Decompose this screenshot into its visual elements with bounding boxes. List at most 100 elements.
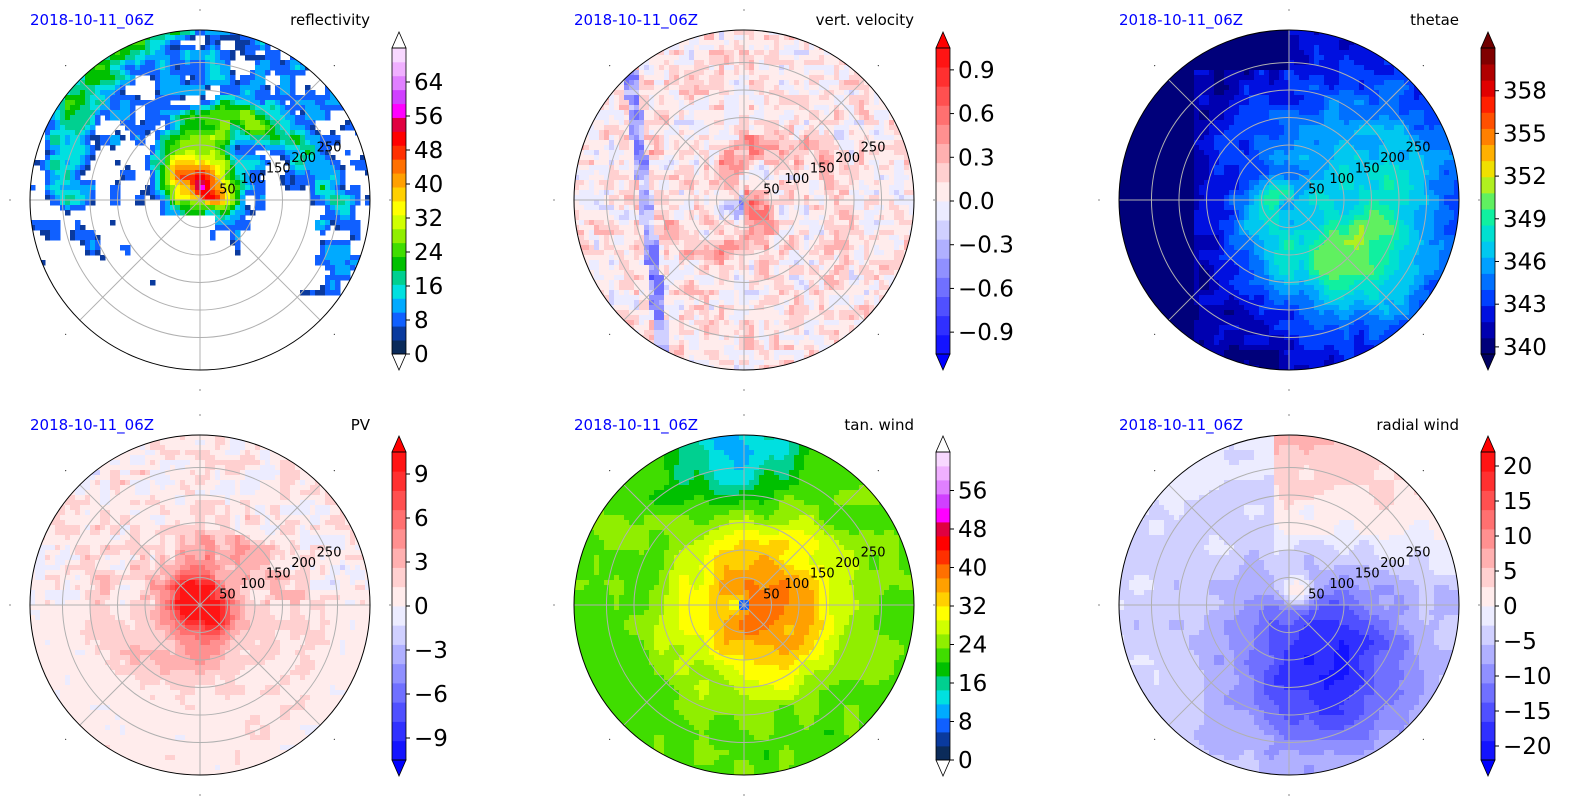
field-cell	[170, 210, 176, 216]
field-cell	[859, 265, 865, 271]
field-cell	[160, 135, 166, 141]
field-cell	[864, 215, 870, 221]
field-cell	[290, 175, 296, 181]
field-cell	[844, 75, 850, 81]
field-cell	[70, 200, 76, 206]
field-cell	[220, 75, 226, 81]
field-cell	[45, 220, 51, 226]
field-cell	[729, 75, 735, 81]
field-cell	[325, 255, 331, 261]
field-cell	[874, 220, 880, 226]
field-cell	[814, 45, 820, 51]
field-cell	[260, 60, 266, 66]
field-cell	[729, 135, 735, 141]
field-cell	[734, 80, 740, 86]
field-cell	[724, 255, 730, 261]
field-cell	[714, 35, 720, 41]
field-cell	[834, 220, 840, 226]
field-cell	[300, 170, 306, 176]
field-cell	[794, 260, 800, 266]
field-cell	[275, 140, 281, 146]
field-cell	[115, 105, 121, 111]
field-cell	[644, 150, 650, 156]
field-cell	[65, 200, 71, 206]
field-cell	[290, 75, 296, 81]
field-cell	[644, 165, 650, 171]
field-cell	[684, 210, 690, 216]
field-cell	[809, 100, 815, 106]
field-cell	[704, 130, 710, 136]
field-cell	[594, 230, 600, 236]
field-cell	[694, 250, 700, 256]
field-cell	[819, 165, 825, 171]
field-cell	[295, 170, 301, 176]
field-cell	[734, 145, 740, 151]
field-cell	[275, 105, 281, 111]
field-cell	[864, 275, 870, 281]
field-cell	[849, 270, 855, 276]
field-cell	[70, 120, 76, 126]
field-cell	[125, 115, 131, 121]
field-cell	[684, 285, 690, 291]
field-cell	[774, 200, 780, 206]
field-cell	[335, 265, 341, 271]
field-cell	[235, 130, 241, 136]
field-cell	[220, 225, 226, 231]
field-cell	[669, 195, 675, 201]
field-cell	[235, 165, 241, 171]
field-cell	[145, 40, 151, 46]
field-cell	[694, 40, 700, 46]
field-cell	[579, 195, 585, 201]
field-cell	[200, 85, 206, 91]
field-cell	[774, 175, 780, 181]
field-cell	[574, 190, 580, 196]
field-cell	[729, 275, 735, 281]
field-cell	[614, 120, 620, 126]
field-cell	[699, 235, 705, 241]
field-cell	[774, 55, 780, 61]
field-cell	[604, 240, 610, 246]
field-cell	[754, 190, 760, 196]
field-cell	[839, 155, 845, 161]
field-cell	[884, 210, 890, 216]
field-cell	[864, 95, 870, 101]
field-cell	[624, 295, 630, 301]
field-cell	[130, 65, 136, 71]
field-cell	[699, 285, 705, 291]
field-cell	[245, 220, 251, 226]
field-cell	[779, 60, 785, 66]
field-cell	[809, 75, 815, 81]
field-cell	[165, 35, 171, 41]
field-cell	[55, 225, 61, 231]
field-cell	[679, 170, 685, 176]
field-cell	[629, 150, 635, 156]
field-cell	[170, 120, 176, 126]
field-cell	[210, 145, 216, 151]
field-cell	[280, 60, 286, 66]
field-cell	[170, 35, 176, 41]
field-cell	[674, 115, 680, 121]
field-cell	[330, 190, 336, 196]
field-cell	[709, 40, 715, 46]
field-cell	[220, 80, 226, 86]
field-cell	[684, 245, 690, 251]
field-cell	[699, 260, 705, 266]
field-cell	[729, 230, 735, 236]
field-cell	[884, 255, 890, 261]
field-cell	[709, 85, 715, 91]
field-cell	[769, 250, 775, 256]
field-cell	[884, 145, 890, 151]
field-cell	[849, 70, 855, 76]
field-cell	[734, 155, 740, 161]
field-cell	[809, 50, 815, 56]
field-cell	[599, 145, 605, 151]
field-cell	[709, 155, 715, 161]
field-cell	[809, 190, 815, 196]
field-cell	[235, 205, 241, 211]
field-cell	[195, 145, 201, 151]
field-cell	[215, 170, 221, 176]
field-cell	[609, 125, 615, 131]
field-cell	[769, 285, 775, 291]
field-cell	[644, 245, 650, 251]
field-cell	[764, 45, 770, 51]
